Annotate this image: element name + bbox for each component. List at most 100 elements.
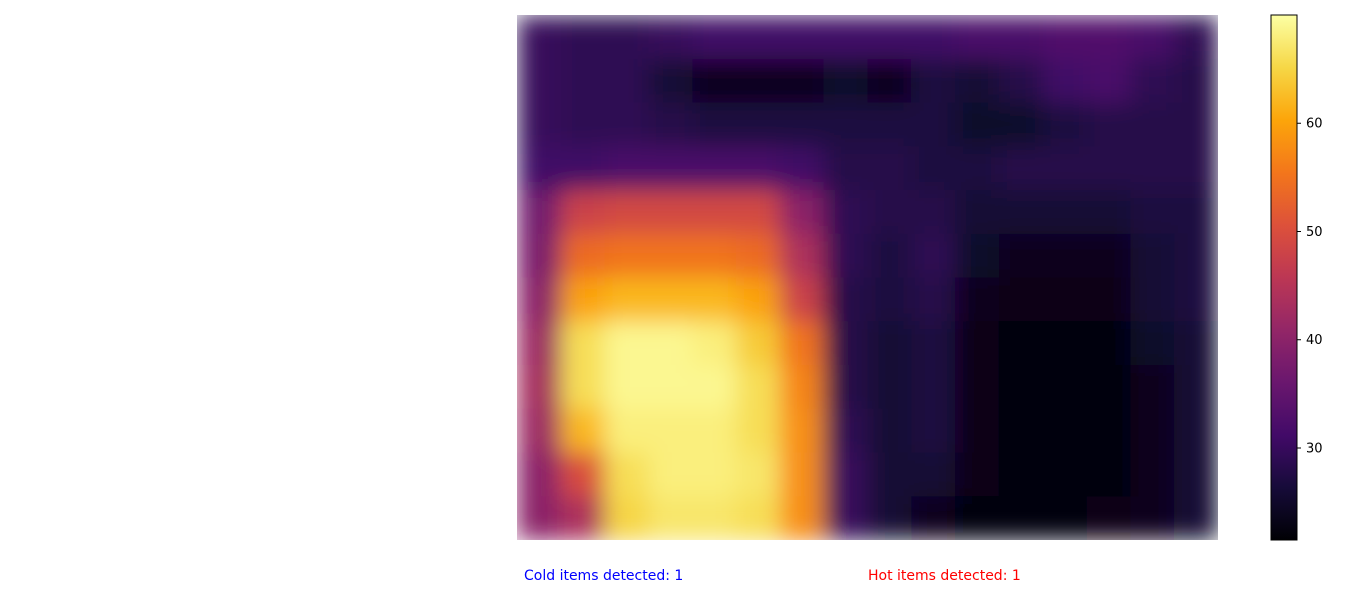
colorbar-gradient [1271,15,1297,540]
colorbar-tick-label: 50 [1306,225,1323,240]
heatmap-cell [998,58,1044,104]
heatmap-cell [823,452,869,497]
heatmap-cell [1086,277,1131,322]
heatmap-cell [1086,146,1131,191]
heatmap-cell [1086,408,1131,454]
heatmap-cell [1086,452,1131,497]
heatmap-plot-area [517,15,1218,540]
heatmap-cell [1042,58,1088,104]
heatmap-cell [692,321,737,366]
heatmap-cell [911,233,956,279]
heatmap-cell [1174,496,1218,540]
heatmap-cell [867,277,912,322]
heatmap-cell [955,146,1000,191]
heatmap-cell [1042,146,1088,191]
heatmap-cell [867,408,912,454]
heatmap-cell [604,190,650,235]
heatmap-cell [823,190,869,235]
heatmap-cell [1174,408,1218,454]
heatmap-cell [648,58,693,104]
heatmap-cell [1042,408,1088,454]
heatmap-cell [517,190,562,235]
heatmap-cell [517,58,562,104]
heatmap-cell [955,233,1000,279]
heatmap-cell [1174,233,1218,279]
heatmap-cell [955,365,1000,410]
heatmap-cell [1042,321,1088,366]
heatmap-cell [692,452,737,497]
heatmap-cell [648,321,693,366]
heatmap-cell [911,496,956,540]
heatmap-cell [998,365,1044,410]
heatmap-cell [823,233,869,279]
heatmap-cell [1174,15,1218,60]
heatmap-cell [1042,365,1088,410]
heatmap-cell [648,452,693,497]
heatmap-cell [779,102,825,147]
heatmap-cell [1130,190,1175,235]
heatmap-cell [998,408,1044,454]
heatmap-cell [560,15,606,60]
heatmap-cell [560,408,606,454]
heatmap-cell [955,496,1000,540]
heatmap-cell [998,15,1044,60]
heatmap-cell [867,15,912,60]
heatmap-cell [998,277,1044,322]
heatmap-cell [604,58,650,104]
heatmap-cell [779,58,825,104]
heatmap-cell [1042,452,1088,497]
heatmap-cell [998,496,1044,540]
heatmap-cell [779,15,825,60]
heatmap-cell [1174,102,1218,147]
heatmap-cell [736,277,781,322]
heatmap-cell [1174,321,1218,366]
heatmap-cell [692,233,737,279]
heatmap-cell [604,102,650,147]
heatmap-cell [867,58,912,104]
heatmap-cell [823,496,869,540]
heatmap-cell [867,190,912,235]
heatmap-cell [823,58,869,104]
heatmap-cell [604,496,650,540]
heatmap-cell [604,321,650,366]
heatmap-cell [911,146,956,191]
heatmap-cell [736,496,781,540]
heatmap-cell [1130,408,1175,454]
heatmap-cell [604,277,650,322]
heatmap-cell [1130,15,1175,60]
heatmap-cell [779,190,825,235]
heatmap-cell [911,365,956,410]
heatmap-cell [692,146,737,191]
heatmap-cell [736,365,781,410]
heatmap-cell [1042,233,1088,279]
heatmap-cell [736,102,781,147]
colorbar-tick-label: 30 [1306,441,1323,456]
heatmap-cell [692,190,737,235]
heatmap-cell [736,321,781,366]
heatmap-cell [998,102,1044,147]
heatmap-cell [517,408,562,454]
heatmap-cell [1130,321,1175,366]
heatmap-cell [867,321,912,366]
heatmap-cell [1042,277,1088,322]
heatmap-cell [867,233,912,279]
heatmap-cell [1130,496,1175,540]
heatmap-cell [1086,365,1131,410]
heatmap-cell [911,321,956,366]
heatmap-cell [1130,277,1175,322]
heatmap-cell [1086,15,1131,60]
heatmap-cell [517,277,562,322]
heatmap-cell [867,452,912,497]
heatmap-cell [911,58,956,104]
heatmap-cell [1086,321,1131,366]
heatmap-cell [736,452,781,497]
heatmap-cell [823,365,869,410]
heatmap-cell [823,102,869,147]
heatmap-cell [1174,452,1218,497]
heatmap-cell [779,233,825,279]
heatmap-cell [517,321,562,366]
heatmap-cell [1130,233,1175,279]
heatmap-cell [1174,58,1218,104]
heatmap-cell [692,277,737,322]
